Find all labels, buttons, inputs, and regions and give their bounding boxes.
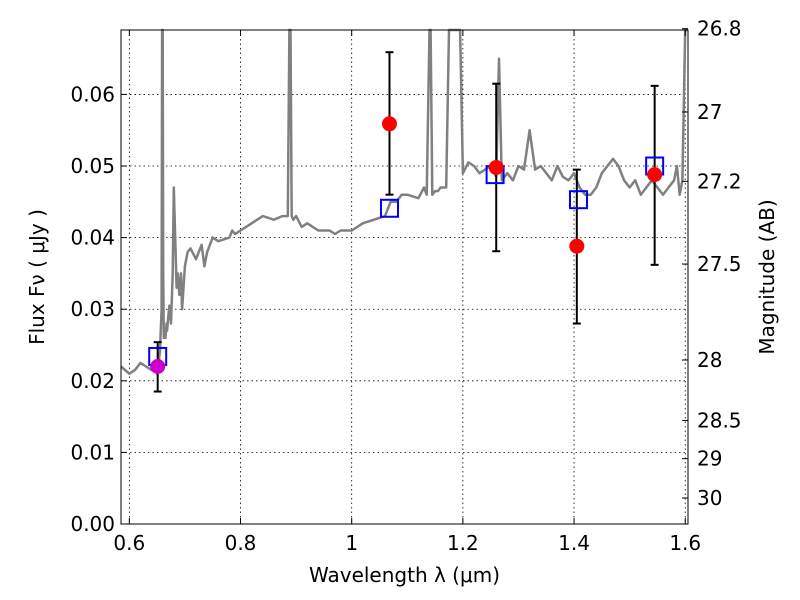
y2-tick-label: 28.5 — [697, 409, 742, 433]
x-tick-label: 1 — [345, 531, 358, 555]
y2-tick-label: 26.8 — [697, 17, 742, 41]
observed-point — [381, 116, 397, 132]
model-spectrum-line — [120, 28, 688, 375]
plot-frame — [120, 29, 689, 525]
y2-tick-label: 30 — [697, 486, 722, 510]
ticks — [121, 28, 688, 525]
x-tick-labels: 0.6 0.8 1 1.2 1.4 1.6 — [113, 531, 701, 555]
y-tick-label: 0.00 — [70, 512, 115, 536]
model-photometry-point — [379, 198, 399, 218]
y-tick-label: 0.05 — [70, 154, 115, 178]
y-tick-label: 0.01 — [70, 440, 115, 464]
x-axis-title: Wavelength λ (μm) — [309, 563, 500, 587]
y-tick-label: 0.02 — [70, 369, 115, 393]
errorbar-layer — [153, 51, 659, 393]
observed-point — [647, 167, 663, 183]
x-tick-label: 1.6 — [669, 531, 701, 555]
y-tick-label: 0.03 — [70, 297, 115, 321]
model-photometry-layer — [148, 156, 665, 366]
observed-point-highlighted — [150, 358, 166, 374]
x-tick-label: 1.4 — [558, 531, 590, 555]
y2-axis-title: Magnitude (AB) — [755, 199, 779, 354]
y2-tick-labels: 26.8 27 27.2 27.5 28 28.5 29 30 — [697, 17, 742, 510]
x-tick-label: 1.2 — [447, 531, 479, 555]
model-photometry-point — [568, 190, 588, 210]
y2-tick-label: 27.2 — [697, 169, 742, 193]
y2-tick-label: 27 — [697, 100, 722, 124]
x-tick-label: 0.8 — [225, 531, 257, 555]
x-tick-label: 0.6 — [113, 531, 145, 555]
model-spectrum-layer — [120, 28, 688, 375]
grid — [121, 30, 688, 524]
observed-point — [488, 159, 504, 175]
y-tick-labels: 0.00 0.01 0.02 0.03 0.04 0.05 0.06 — [70, 82, 115, 536]
y2-tick-label: 28 — [697, 348, 722, 372]
y-tick-label: 0.06 — [70, 82, 115, 106]
observed-point — [569, 238, 585, 254]
y-axis-title: Flux Fν ( μJy ) — [25, 209, 49, 345]
observed-points-layer — [150, 116, 663, 374]
y2-tick-label: 27.5 — [697, 252, 742, 276]
y2-tick-label: 29 — [697, 447, 722, 471]
y-tick-label: 0.04 — [70, 226, 115, 250]
